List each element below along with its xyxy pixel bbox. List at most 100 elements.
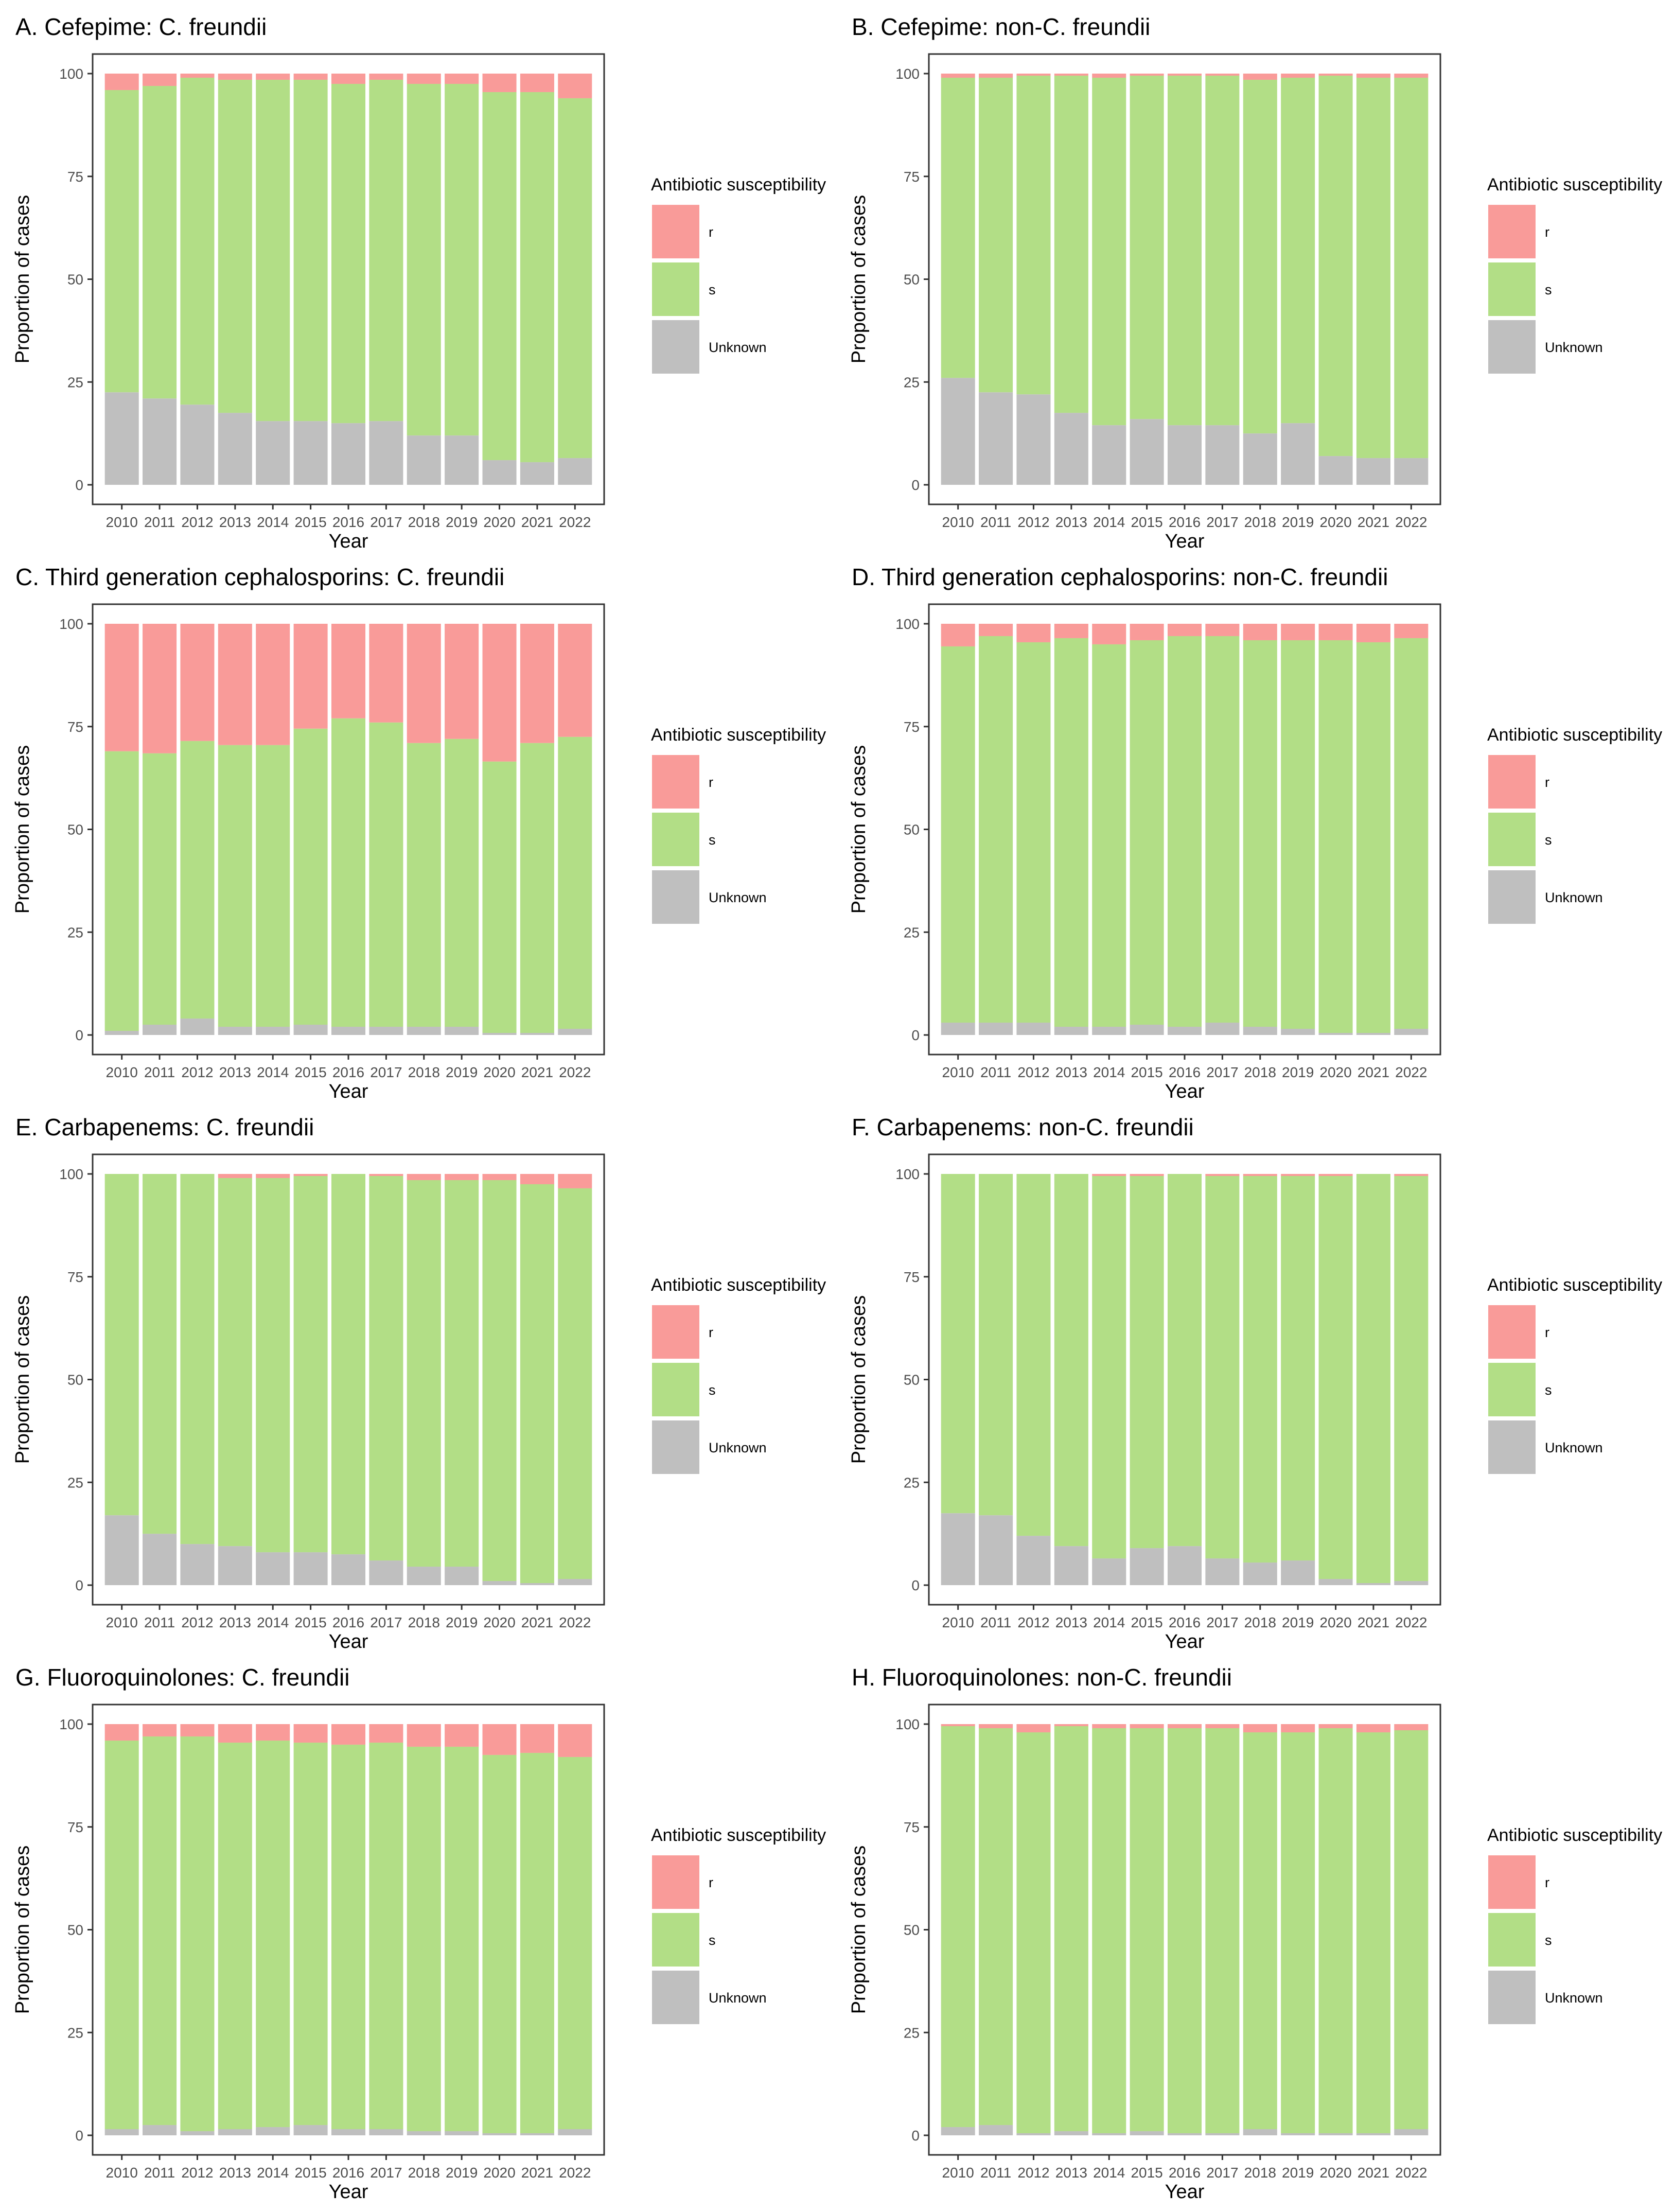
bar-segment-unknown-2014 [1092,2133,1126,2135]
x-tick-label: 2019 [1282,1064,1314,1080]
y-tick-label: 25 [904,1474,920,1490]
bar-segment-s-2019 [445,739,479,1027]
bar-segment-unknown-2022 [558,2129,592,2135]
x-tick-label: 2021 [1358,514,1389,530]
bar-segment-unknown-2013 [218,1027,252,1035]
x-tick-label: 2015 [1131,1064,1162,1080]
x-tick-label: 2019 [446,2165,478,2181]
bar-segment-r-2011 [979,1724,1013,1728]
x-tick-label: 2020 [1319,1064,1351,1080]
bar-segment-r-2015 [293,74,328,80]
legend-label-unknown: Unknown [709,340,767,355]
bar-segment-unknown-2013 [1054,413,1088,485]
bar-segment-s-2011 [979,1174,1013,1516]
bar-segment-unknown-2011 [143,1534,177,1586]
panel-title: F. Carbapenems: non-C. freundii [852,1114,1194,1140]
x-tick-label: 2016 [1169,1614,1201,1630]
y-tick-label: 50 [67,1372,83,1388]
bar-segment-unknown-2021 [520,2133,554,2135]
x-tick-label: 2013 [219,1614,251,1630]
bar-segment-s-2019 [445,1180,479,1567]
x-tick-label: 2020 [483,1614,515,1630]
bar-segment-unknown-2014 [1092,425,1126,485]
x-tick-label: 2018 [408,1064,440,1080]
bar-segment-r-2010 [104,624,139,751]
bar-segment-r-2017 [369,1174,403,1176]
bar-segment-r-2015 [293,624,328,729]
bar-segment-s-2019 [445,1746,479,2132]
x-tick-label: 2015 [294,2165,326,2181]
bar-segment-unknown-2021 [1356,1583,1390,1585]
bar-segment-unknown-2020 [1318,1579,1353,1585]
bar-segment-unknown-2022 [1394,1581,1429,1585]
y-tick-label: 50 [904,1922,920,1938]
bar-segment-unknown-2013 [1054,1027,1088,1035]
y-tick-label: 75 [904,1819,920,1835]
y-tick-label: 50 [904,1372,920,1388]
bar-segment-r-2015 [1130,1724,1164,1728]
y-tick-label: 0 [75,2128,83,2144]
bar-segment-unknown-2020 [482,1033,517,1035]
bar-segment-r-2017 [369,74,403,80]
bar-segment-r-2014 [256,1174,290,1178]
y-tick-label: 0 [75,1027,83,1043]
bar-segment-unknown-2017 [369,421,403,485]
bar-segment-s-2017 [1205,1728,1240,2133]
legend: Antibiotic susceptibility r s Unknown [1487,1825,1662,2024]
bar-segment-unknown-2021 [520,1033,554,1035]
x-tick-label: 2019 [1282,2165,1314,2181]
bar-segment-r-2011 [143,74,177,86]
bar-segment-unknown-2017 [1205,2133,1240,2135]
bar-segment-s-2010 [941,1726,975,2128]
legend-label-s: s [1545,832,1552,848]
bar-segment-unknown-2018 [407,1567,441,1585]
legend-label-r: r [1545,1875,1549,1890]
bar-segment-s-2013 [218,1178,252,1547]
y-axis-title: Proportion of cases [848,745,870,914]
bar-segment-unknown-2019 [445,1567,479,1585]
legend-key-r [652,1855,699,1909]
bar-segment-r-2014 [256,74,290,80]
x-tick-label: 2021 [521,1614,553,1630]
bar-segment-s-2014 [256,1178,290,1553]
x-tick-label: 2021 [1358,2165,1389,2181]
bar-segment-unknown-2016 [331,1027,366,1035]
x-tick-label: 2022 [1395,514,1427,530]
bar-segment-s-2013 [1054,1174,1088,1547]
legend-key-r [652,205,699,258]
x-tick-label: 2016 [332,1064,364,1080]
bar-segment-unknown-2011 [979,392,1013,485]
bar-segment-s-2018 [407,1746,441,2132]
x-tick-label: 2019 [446,1064,478,1080]
bar-segment-r-2010 [104,74,139,90]
bar-segment-unknown-2022 [1394,2129,1429,2135]
y-axis-title: Proportion of cases [848,1295,870,1464]
x-tick-label: 2012 [181,514,213,530]
x-tick-label: 2012 [1017,1064,1049,1080]
panel-title: C. Third generation cephalosporins: C. f… [15,564,504,590]
bar-segment-unknown-2010 [104,1031,139,1035]
bar-segment-s-2010 [104,90,139,393]
bar-segment-r-2012 [1016,74,1051,76]
bar-segment-r-2010 [941,1724,975,1726]
bar-segment-unknown-2018 [1243,1563,1277,1585]
bar-segment-unknown-2012 [1016,394,1051,485]
bar-segment-s-2013 [218,79,252,413]
bar-segment-s-2022 [558,1188,592,1579]
y-tick-label: 50 [904,272,920,288]
bar-segment-s-2016 [1167,76,1202,426]
bar-segment-unknown-2016 [1167,1027,1202,1035]
bar-segment-unknown-2015 [1130,1025,1164,1035]
y-axis-title: Proportion of cases [12,1846,33,2014]
bar-segment-s-2017 [369,79,403,422]
bar-segment-unknown-2016 [331,423,366,485]
bar-segment-unknown-2011 [143,1025,177,1035]
bar-segment-s-2010 [941,1174,975,1514]
bar-segment-r-2015 [1130,74,1164,76]
bar-segment-s-2021 [1356,642,1390,1033]
bar-segment-r-2014 [256,624,290,745]
bar-segment-s-2012 [180,741,215,1019]
y-tick-label: 100 [895,616,920,632]
x-tick-label: 2016 [1169,1064,1201,1080]
bar-segment-r-2020 [482,1174,517,1180]
